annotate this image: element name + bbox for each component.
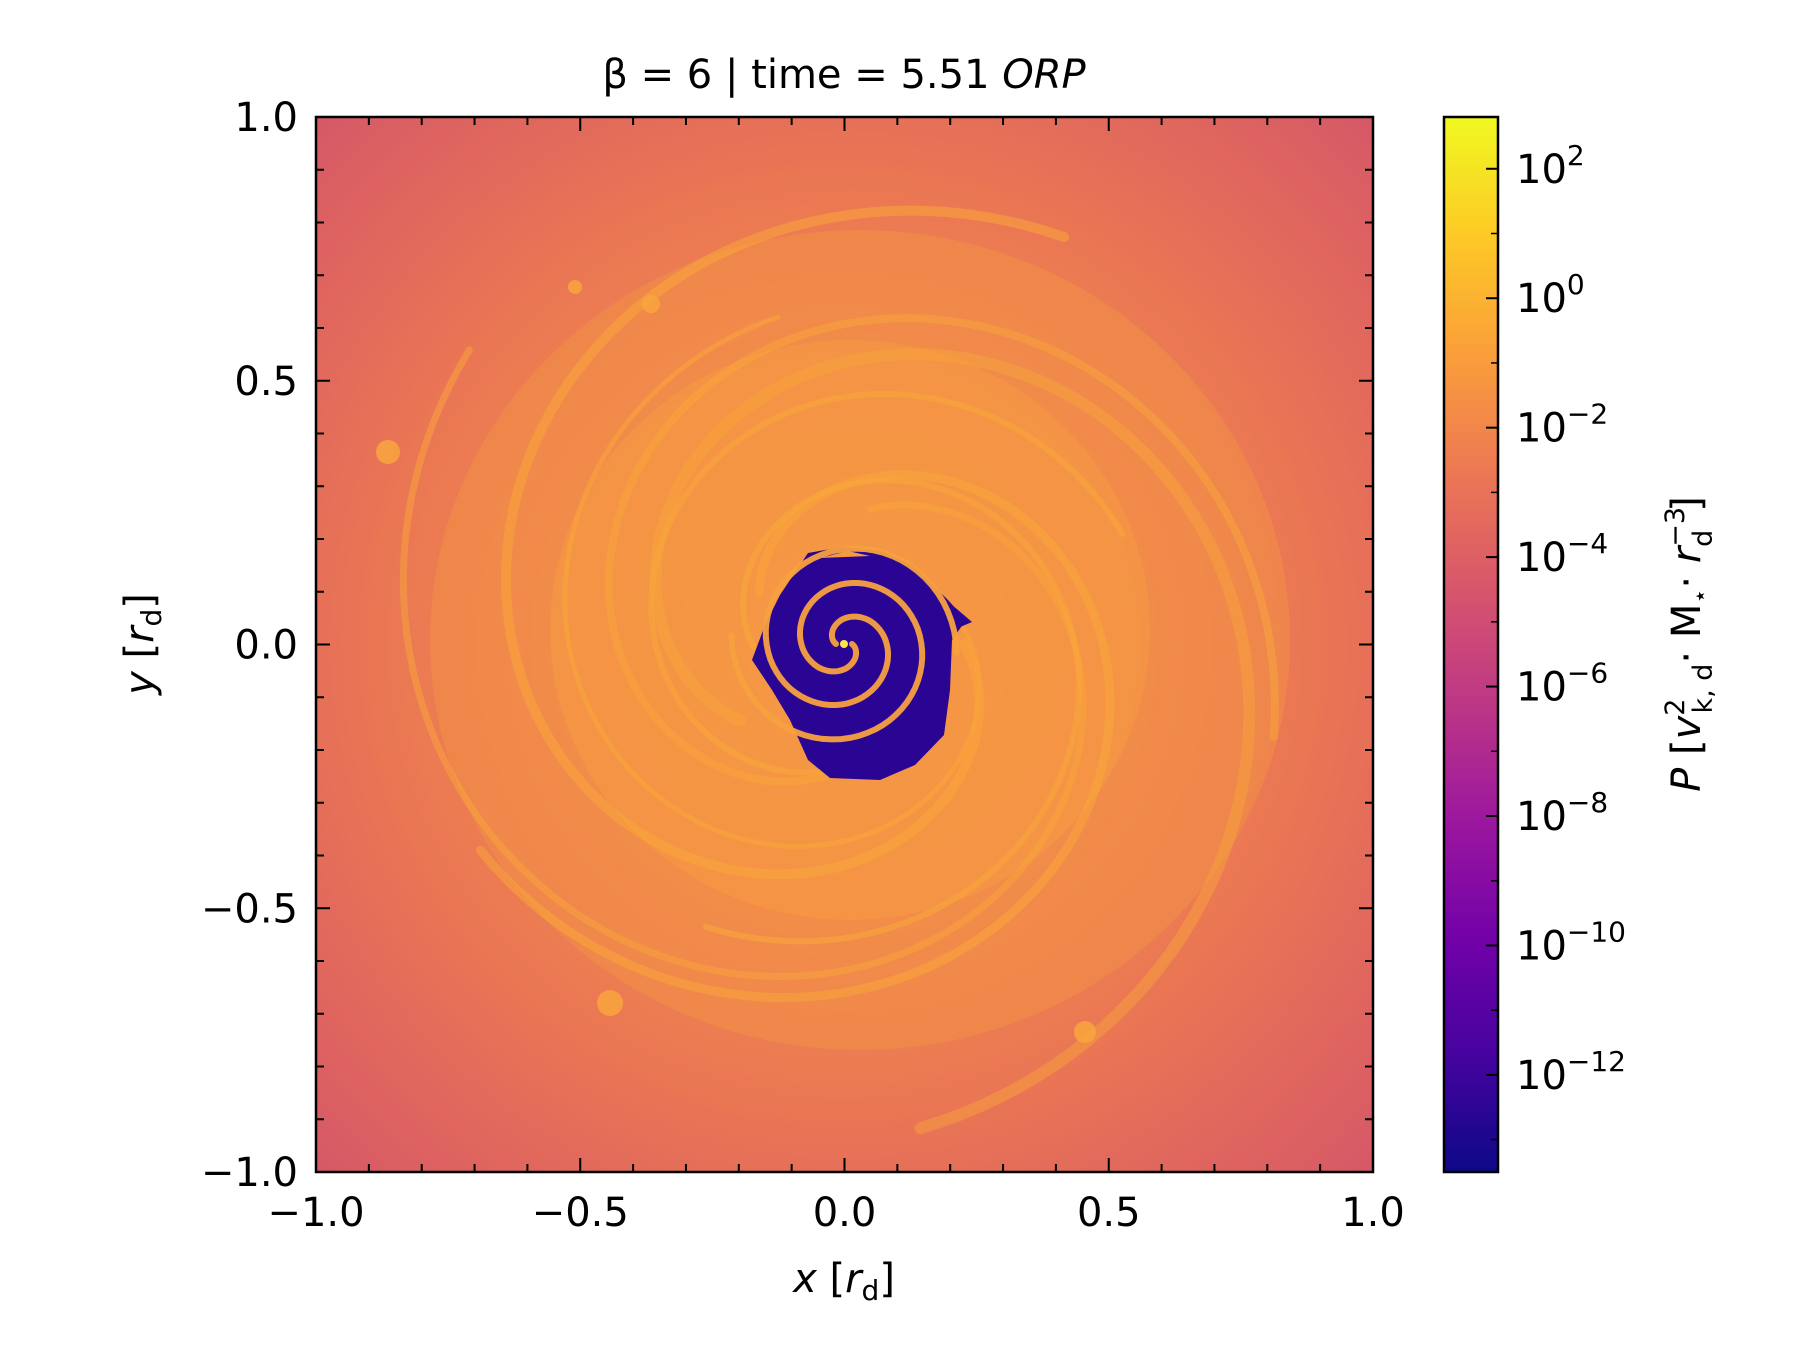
- x-tick-labels: −1.0 −0.5 0.0 0.5 1.0: [267, 1190, 1404, 1236]
- y-tick-label: −1.0: [201, 1150, 298, 1196]
- x-tick-label: 0.0: [813, 1190, 877, 1236]
- colorbar-tick-label: 10−6: [1516, 657, 1608, 711]
- colorbar-tick-label: 10−4: [1516, 527, 1608, 581]
- pressure-heatmap: [316, 117, 1373, 1172]
- colorbar-label: P [v2k, d· M⋆· r−3d]: [1660, 496, 1719, 792]
- y-tick-labels: −1.0 −0.5 0.0 0.5 1.0: [201, 95, 298, 1196]
- y-axis-label: y [rd]: [117, 593, 168, 696]
- colorbar-tick-label: 100: [1516, 268, 1585, 322]
- colorbar-tick-label: 102: [1516, 139, 1585, 193]
- y-tick-label: 1.0: [234, 95, 298, 141]
- colorbar: [1442, 115, 1500, 1174]
- title-suffix: ORP: [1002, 52, 1086, 98]
- inner-cavity: [752, 547, 972, 780]
- spiral-arm: [399, 346, 1087, 980]
- spiral-arm: [562, 314, 982, 849]
- spiral-arm: [604, 314, 1279, 786]
- x-tick-label: −0.5: [532, 1190, 629, 1236]
- spiral-arm: [703, 477, 1082, 945]
- title-prefix: β = 6 | time = 5.51: [602, 52, 1002, 98]
- inner-spiral-arm: [728, 580, 926, 743]
- x-tick-label: −1.0: [267, 1190, 364, 1236]
- colorbar-tick-label: 10−10: [1516, 915, 1626, 969]
- colorbar-ticks: 10−12 10−10 10−8 10−6 10−4 10−2 100 102: [1486, 139, 1626, 1141]
- colorbar-tick-label: 10−8: [1516, 786, 1608, 840]
- y-tick-label: −0.5: [201, 886, 298, 932]
- y-tick-label: 0.5: [234, 359, 298, 405]
- vortex-blobs: [376, 280, 1096, 1043]
- colorbar-tick-label: 10−2: [1516, 398, 1608, 452]
- spiral-arm: [500, 205, 1070, 880]
- axis-ticks: [315, 116, 1374, 1173]
- spiral-arm: [649, 348, 1256, 1135]
- colorbar-tick-label: 10−12: [1516, 1045, 1626, 1099]
- x-tick-label: 0.5: [1077, 1190, 1141, 1236]
- x-tick-label: 1.0: [1341, 1190, 1405, 1236]
- chart-title: β = 6 | time = 5.51 ORP: [602, 52, 1086, 98]
- y-tick-label: 0.0: [234, 623, 298, 669]
- inner-spiral-arm: [762, 545, 960, 708]
- x-axis-label: x [rd]: [791, 1256, 895, 1307]
